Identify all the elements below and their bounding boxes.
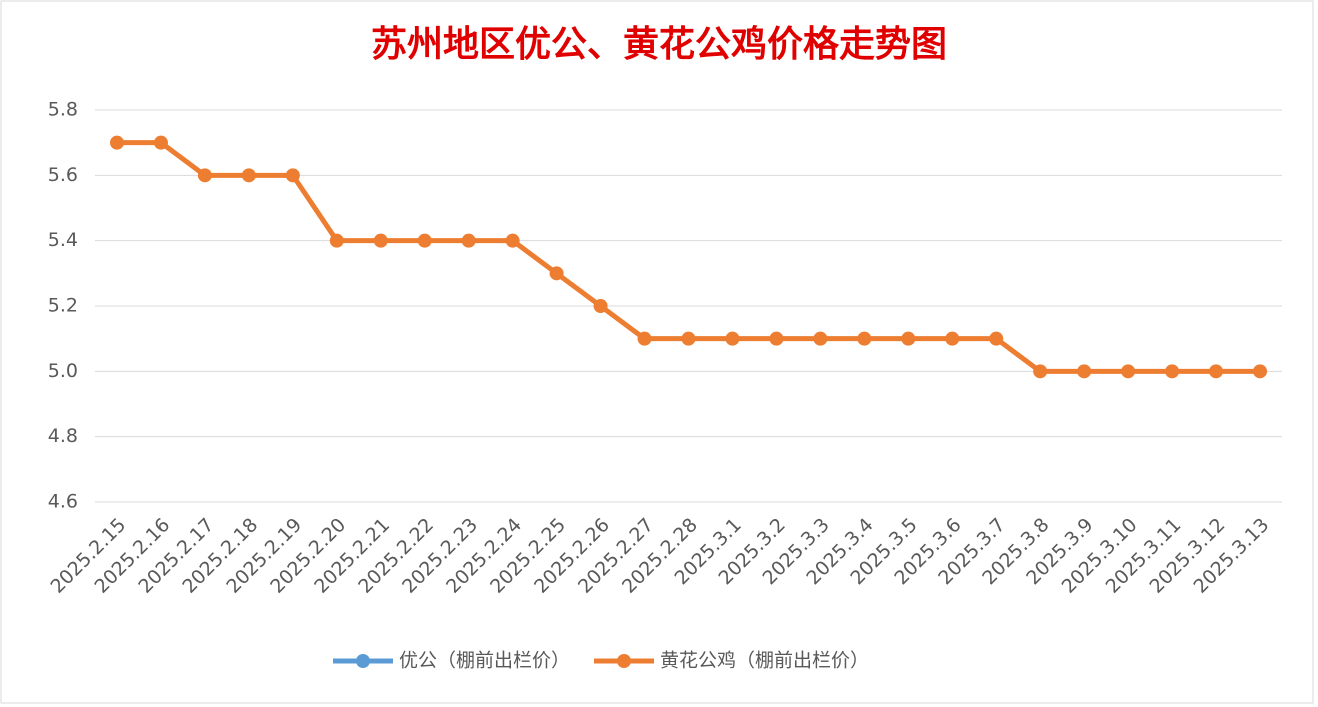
data-point (725, 331, 740, 346)
data-point (109, 135, 124, 150)
y-tick-label: 4.6 (48, 491, 78, 513)
legend-marker (617, 654, 632, 668)
data-point (857, 331, 872, 346)
data-point (373, 233, 388, 248)
data-point (329, 233, 344, 248)
data-point (1033, 364, 1048, 379)
legend-marker (356, 654, 370, 668)
data-point (1209, 364, 1224, 379)
y-tick-label: 5.4 (48, 229, 78, 251)
data-point (461, 233, 476, 248)
data-point (637, 331, 652, 346)
data-point (769, 331, 784, 346)
y-tick-label: 5.8 (48, 99, 78, 121)
data-point (197, 168, 212, 183)
data-point (945, 331, 960, 346)
y-tick-label: 4.8 (48, 425, 78, 447)
y-tick-label: 5.2 (48, 295, 78, 317)
data-point (417, 233, 432, 248)
legend-label: 优公（棚前出栏价） (399, 650, 570, 672)
data-point (153, 135, 168, 150)
data-point (241, 168, 256, 183)
y-tick-label: 5.6 (48, 164, 78, 186)
chart-title: 苏州地区优公、黄花公鸡价格走势图 (371, 23, 947, 65)
data-point (285, 168, 300, 183)
data-point (901, 331, 916, 346)
data-point (989, 331, 1004, 346)
data-point (1121, 364, 1136, 379)
legend-label: 黄花公鸡（棚前出栏价） (660, 650, 869, 672)
y-tick-label: 5.0 (48, 360, 78, 382)
data-point (549, 266, 564, 281)
data-point (813, 331, 828, 346)
data-point (681, 331, 696, 346)
data-point (593, 299, 608, 313)
data-point (1253, 364, 1268, 379)
data-point (505, 233, 520, 248)
data-point (1165, 364, 1180, 379)
data-point (1077, 364, 1092, 379)
